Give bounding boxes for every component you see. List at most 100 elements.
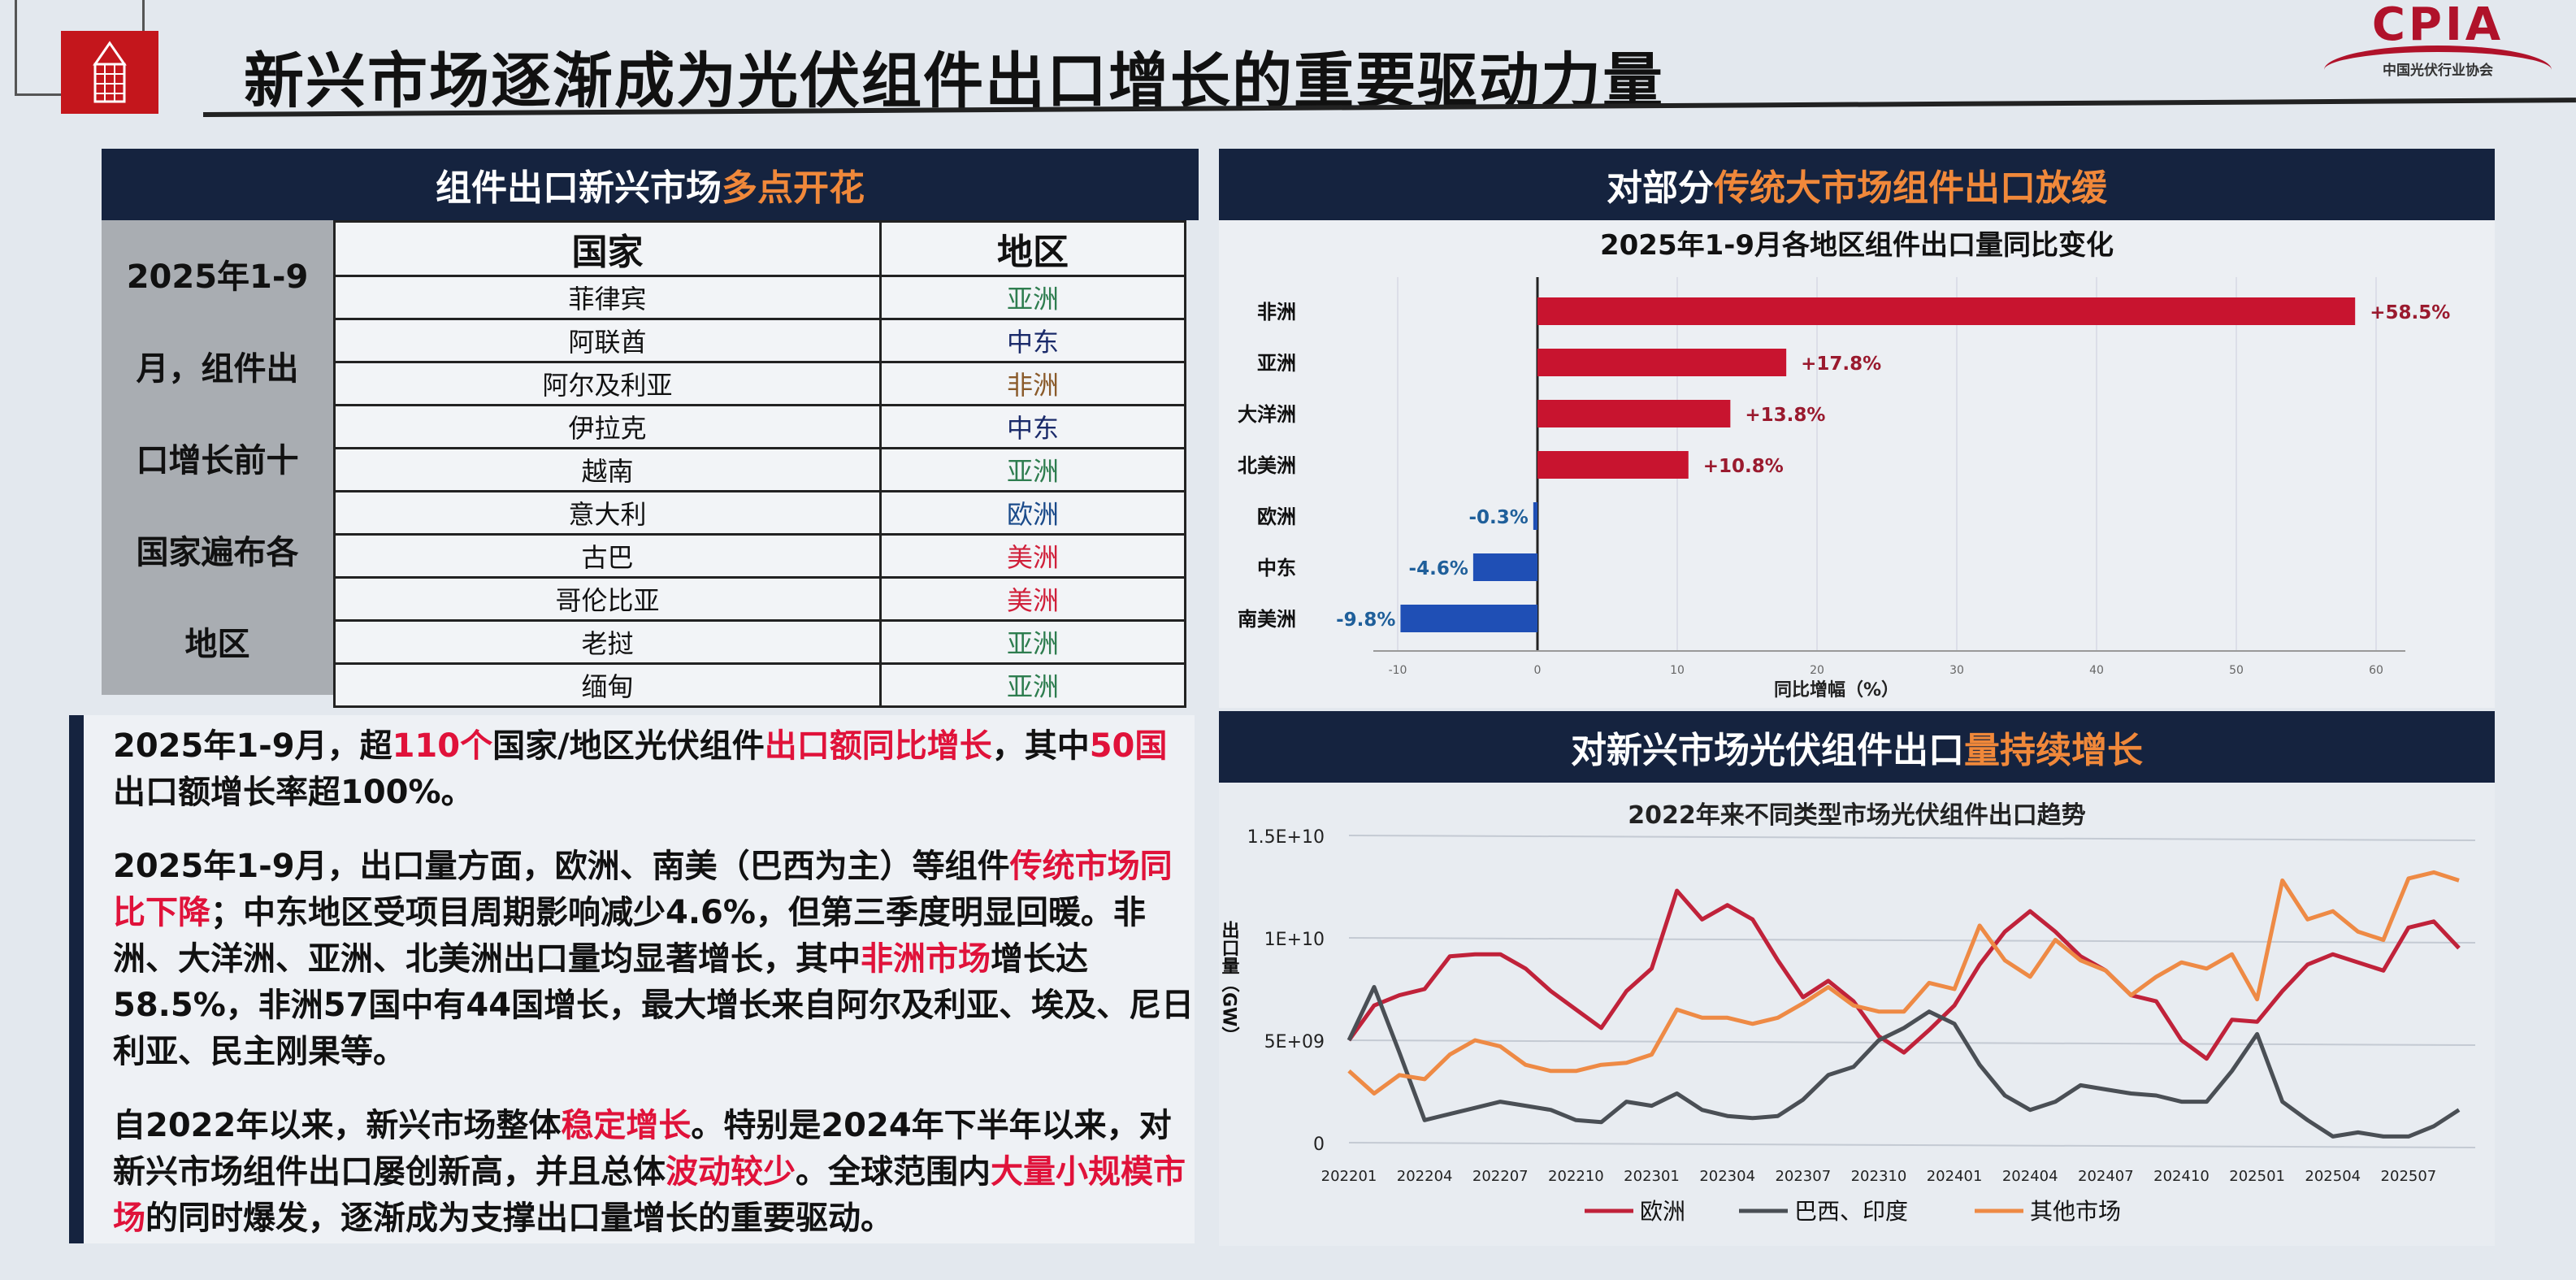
bar bbox=[1537, 349, 1787, 376]
highlighted-text: 传统市场同比下降 bbox=[113, 848, 1173, 931]
region-cell: 亚洲 bbox=[878, 447, 1187, 492]
text-segment: 2025年1-9月，出口量方面，欧洲、南美（巴西为主）等组件 bbox=[113, 848, 1010, 885]
logo-subtitle: 中国光伏行业协会 bbox=[2383, 63, 2493, 79]
region-cell: 中东 bbox=[878, 404, 1187, 449]
x-tick-label: 202410 bbox=[2153, 1168, 2210, 1185]
country-cell: 意大利 bbox=[333, 490, 882, 536]
bar bbox=[1537, 451, 1689, 479]
summary-paragraph: 自2022年以来，新兴市场整体稳定增长。特别是2024年下半年以来，对新兴市场组… bbox=[113, 1103, 1195, 1242]
category-label: 北美洲 bbox=[1238, 454, 1296, 477]
bar bbox=[1537, 400, 1731, 427]
gridline bbox=[1348, 937, 2476, 944]
x-tick-label: 202310 bbox=[1851, 1168, 1907, 1185]
summary-paragraph: 2025年1-9月，超110个国家/地区光伏组件出口额同比增长，其中50国出口额… bbox=[113, 723, 1195, 816]
bar bbox=[1533, 502, 1537, 530]
category-label: 亚洲 bbox=[1257, 352, 1296, 375]
region-cell: 美洲 bbox=[878, 576, 1187, 622]
title-text: 组件出口新兴市场 bbox=[436, 167, 722, 209]
x-tick-label: 202504 bbox=[2305, 1168, 2361, 1185]
highlighted-text: 大量小规模市场 bbox=[113, 1153, 1186, 1237]
side-label-line: 口增长前十 bbox=[136, 441, 299, 479]
table-row: 老挝 亚洲 bbox=[333, 619, 1187, 665]
data-label: +58.5% bbox=[2370, 302, 2450, 323]
x-tick-label: 202204 bbox=[1397, 1168, 1453, 1185]
bar-chart: 2025年1-9月各地区组件出口量同比变化 -10 0 10 20 30 40 50 60 同比增… bbox=[1238, 229, 2450, 701]
region-cell: 非洲 bbox=[878, 361, 1187, 406]
summary-text-box: 2025年1-9月，超110个国家/地区光伏组件出口额同比增长，其中50国出口额… bbox=[69, 715, 1195, 1243]
text-segment: ，其中 bbox=[991, 727, 1090, 765]
x-tick-label: 60 bbox=[2369, 664, 2383, 677]
line-chart: 2022年来不同类型市场光伏组件出口趋势 0 5E+09 1E+10 1.5E+10 出口… bbox=[1219, 801, 2476, 1225]
legend-label: 巴西、印度 bbox=[1794, 1198, 1908, 1225]
table-row: 哥伦比亚 美洲 bbox=[333, 576, 1187, 622]
region-cell: 美洲 bbox=[878, 533, 1187, 579]
country-cell: 越南 bbox=[333, 447, 882, 492]
country-cell: 阿尔及利亚 bbox=[333, 361, 882, 406]
bar-chart-area: 2025年1-9月各地区组件出口量同比变化 -10 0 10 20 30 40 50 60 同比增… bbox=[1219, 220, 2495, 708]
y-tick-label: 0 bbox=[1313, 1135, 1325, 1155]
x-tick-label: 0 bbox=[1534, 664, 1542, 677]
data-label: +13.8% bbox=[1745, 405, 1825, 426]
x-tick-label: 40 bbox=[2089, 664, 2104, 677]
x-tick-label: 202301 bbox=[1624, 1168, 1680, 1185]
table-panel-title: 组件出口新兴市场 多点开花 bbox=[102, 149, 1199, 220]
country-cell: 老挝 bbox=[333, 619, 882, 665]
table-row: 菲律宾 亚洲 bbox=[333, 275, 1187, 320]
legend-label: 其他市场 bbox=[2030, 1198, 2121, 1225]
x-tick-label: 30 bbox=[1949, 664, 1964, 677]
logo-text: CPIA bbox=[2371, 0, 2504, 51]
text-segment: 出口额增长率超100%。 bbox=[113, 774, 474, 811]
text-segment: 国家/地区光伏组件 bbox=[492, 727, 765, 765]
series-line bbox=[1347, 985, 2461, 1139]
highlighted-text: 110个 bbox=[392, 727, 493, 765]
series-line bbox=[1347, 870, 2460, 1096]
x-tick-label: 202501 bbox=[2229, 1168, 2285, 1185]
country-cell: 阿联酋 bbox=[333, 318, 882, 363]
title-text: 对新兴市场光伏组件出口 bbox=[1571, 730, 1964, 771]
bar bbox=[1537, 297, 2356, 325]
highlighted-text: 50国 bbox=[1089, 727, 1168, 765]
bar bbox=[1472, 553, 1537, 581]
text-segment: 的同时爆发，逐渐成为支撑出口量增长的重要驱动。 bbox=[145, 1200, 893, 1237]
y-axis-label: 出口量（GW） bbox=[1219, 921, 1240, 1044]
data-label: -0.3% bbox=[1468, 507, 1528, 528]
cpia-logo: CPIA 中国光伏行业协会 bbox=[2316, 0, 2560, 98]
x-tick-label: 202210 bbox=[1548, 1168, 1604, 1185]
bar-chart-title: 2025年1-9月各地区组件出口量同比变化 bbox=[1600, 229, 2114, 262]
category-label: 南美洲 bbox=[1238, 608, 1296, 631]
category-label: 大洋洲 bbox=[1238, 403, 1296, 426]
title-text: 对部分 bbox=[1607, 167, 1714, 209]
title-highlight: 传统大市场组件出口放缓 bbox=[1714, 167, 2107, 209]
y-tick-label: 1E+10 bbox=[1264, 930, 1325, 950]
region-cell: 亚洲 bbox=[878, 275, 1187, 320]
y-tick-label: 5E+09 bbox=[1264, 1032, 1325, 1052]
country-cell: 缅甸 bbox=[333, 662, 882, 708]
legend-label: 欧洲 bbox=[1640, 1198, 1685, 1225]
text-segment: 。特别是2024年下半年以来，对新兴市场组件出口屡创新高，并且总体 bbox=[113, 1107, 1172, 1191]
country-cell: 哥伦比亚 bbox=[333, 576, 882, 622]
building-icon bbox=[61, 31, 158, 114]
x-tick-label: 50 bbox=[2229, 664, 2244, 677]
x-tick-label: 202507 bbox=[2381, 1168, 2437, 1185]
table-row: 缅甸 亚洲 bbox=[333, 662, 1187, 708]
side-label-line: 月，组件出 bbox=[136, 350, 299, 388]
line-chart-title: 2022年来不同类型市场光伏组件出口趋势 bbox=[1628, 801, 2086, 830]
table-side-label: 2025年1-9 月，组件出 口增长前十 国家遍布各 地区 bbox=[102, 220, 333, 695]
region-cell: 欧洲 bbox=[878, 490, 1187, 536]
x-tick-label: 202401 bbox=[1927, 1168, 1983, 1185]
highlighted-text: 出口额同比增长 bbox=[764, 727, 992, 765]
series-line bbox=[1347, 888, 2461, 1061]
table-row: 越南 亚洲 bbox=[333, 447, 1187, 492]
x-tick-label: 202404 bbox=[2002, 1168, 2058, 1185]
x-tick-label: 202201 bbox=[1321, 1168, 1377, 1185]
country-cell: 古巴 bbox=[333, 533, 882, 579]
data-label: -9.8% bbox=[1336, 610, 1395, 631]
side-label-line: 国家遍布各 bbox=[136, 533, 299, 571]
gridline bbox=[1348, 1142, 2476, 1148]
x-tick-label: -10 bbox=[1389, 664, 1407, 677]
highlighted-text: 稳定增长 bbox=[561, 1107, 692, 1144]
column-header-country: 国家 bbox=[333, 220, 882, 277]
side-label-line: 2025年1-9 bbox=[126, 258, 309, 297]
table-row: 阿联酋 中东 bbox=[333, 318, 1187, 363]
table-row: 古巴 美洲 bbox=[333, 533, 1187, 579]
